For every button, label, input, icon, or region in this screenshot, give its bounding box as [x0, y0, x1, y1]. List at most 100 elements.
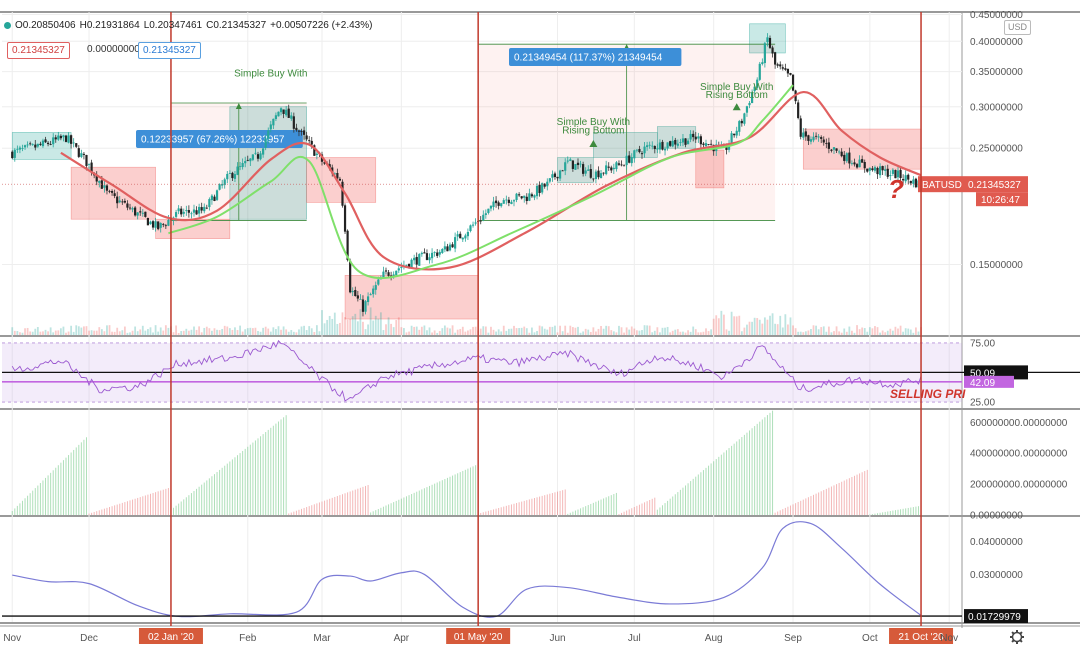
volume-bar [531, 327, 533, 335]
candle [259, 150, 262, 161]
volume-bar [502, 325, 505, 335]
candle-body [351, 291, 354, 293]
candle [244, 156, 247, 168]
candle [681, 134, 685, 147]
volume-bar [559, 325, 561, 335]
candle [738, 119, 741, 136]
volume-bar [443, 325, 446, 335]
candle [471, 221, 475, 228]
candle [902, 174, 905, 186]
candle-body [838, 151, 841, 153]
time-tick-label: Aug [705, 633, 723, 644]
candle-body [85, 154, 88, 166]
gear-hub [1011, 631, 1023, 643]
candle-body [72, 142, 75, 144]
candle-body [77, 148, 80, 157]
candle-body [113, 193, 116, 197]
candle [23, 144, 27, 150]
candle [300, 128, 303, 136]
candle [198, 203, 201, 218]
volume-bar [528, 332, 531, 335]
time-tick-label: Jul [628, 633, 641, 644]
candle [845, 152, 848, 164]
volume-bar [656, 327, 659, 335]
candle-body [902, 179, 905, 181]
volume-bar [108, 325, 111, 335]
candle [57, 131, 60, 141]
price-box-compare[interactable]: 0.21345327 [138, 42, 201, 59]
volume-bar [426, 330, 428, 335]
candle-body [474, 222, 477, 224]
volume-bar [24, 328, 26, 335]
volume-bar [106, 325, 108, 335]
candle-body [154, 221, 157, 228]
candle [543, 183, 546, 189]
volume-bar [664, 327, 666, 335]
candle-body [123, 200, 126, 203]
volume-bar [536, 330, 538, 335]
volume-bar [720, 310, 723, 335]
volume-bar [533, 332, 536, 335]
candle-body [141, 212, 144, 214]
candle-body [899, 169, 902, 179]
candle [433, 251, 436, 257]
volume-bar [874, 326, 876, 335]
gear-icon[interactable] [1010, 630, 1024, 644]
price-box-close[interactable]: 0.21345327 [7, 42, 70, 59]
candle-body [707, 144, 710, 146]
candle [807, 134, 810, 145]
candle [131, 206, 134, 213]
candle [707, 143, 710, 146]
candle-body [858, 159, 861, 168]
candle [602, 172, 605, 176]
candle [369, 292, 372, 296]
volume-bar [838, 331, 841, 335]
candle [871, 166, 874, 172]
candle-body [756, 79, 759, 88]
candle [54, 134, 57, 143]
volume-bar [912, 332, 915, 335]
volume-bar [267, 328, 270, 335]
volume-bar [833, 331, 835, 335]
candle [684, 138, 687, 148]
candle [679, 138, 682, 147]
candle [167, 214, 170, 227]
candle [272, 118, 275, 130]
candle-body [341, 181, 344, 206]
countdown-tag [976, 192, 1028, 207]
candle-body [366, 296, 370, 303]
volume-bar [98, 327, 101, 335]
candle [617, 160, 621, 167]
candle [269, 120, 272, 133]
volume-bar [308, 326, 311, 335]
candle [661, 139, 664, 151]
volume-bar [85, 326, 88, 335]
candle-body [848, 152, 851, 164]
candle [512, 199, 516, 207]
candle-body [46, 142, 50, 145]
candle [420, 251, 423, 257]
candle-body [820, 137, 823, 139]
volume-bar [126, 332, 129, 335]
candle-body [740, 120, 743, 124]
currency-badge[interactable]: USD [1004, 20, 1032, 35]
candle [26, 141, 29, 148]
candle-body [850, 163, 854, 165]
volume-bar [917, 331, 920, 335]
candle [290, 112, 293, 121]
volume-bar [495, 331, 497, 335]
candle [753, 84, 756, 95]
volume-bar [774, 323, 777, 335]
candle [758, 61, 761, 81]
candle-body [663, 148, 667, 151]
volume-bar [456, 329, 459, 335]
candle-body [297, 130, 301, 132]
candle-body [59, 135, 62, 139]
candle-body [361, 299, 365, 312]
candle [233, 171, 237, 183]
volume-bar [799, 331, 802, 335]
candle-body [510, 201, 513, 204]
candle-body [287, 108, 290, 118]
volume-bar [385, 324, 387, 335]
